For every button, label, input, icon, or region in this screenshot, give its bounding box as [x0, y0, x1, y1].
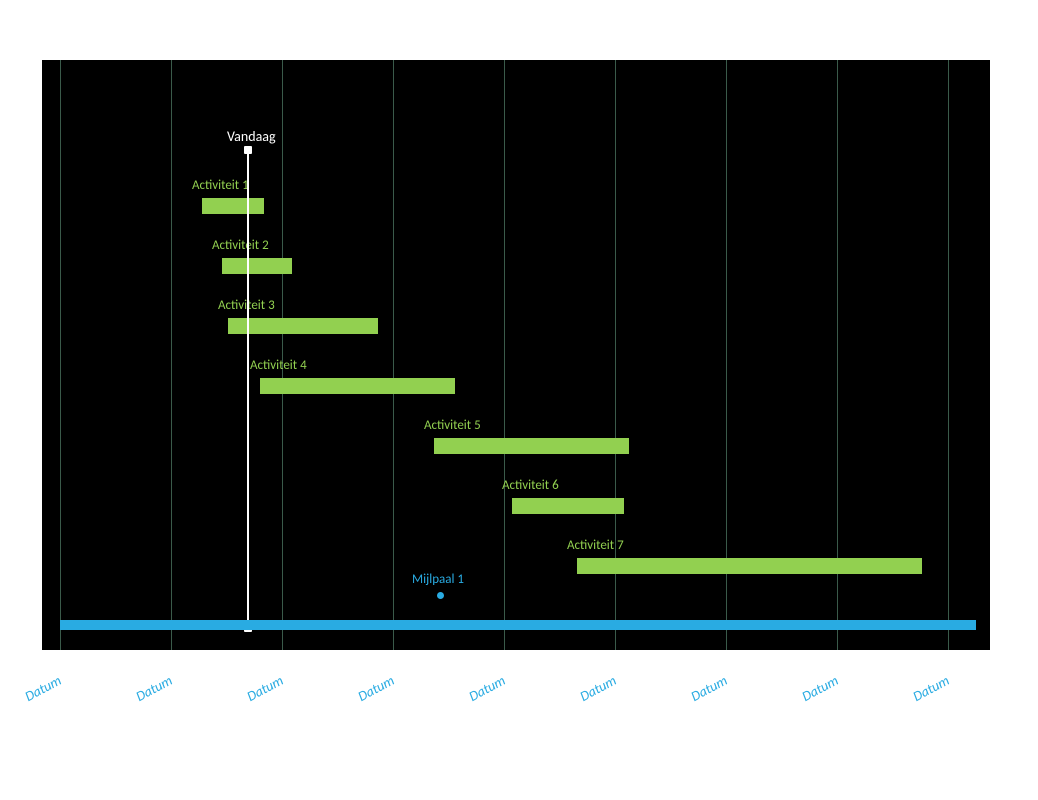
today-label: Vandaag	[227, 128, 276, 145]
xaxis-label: Datum	[466, 672, 508, 705]
milestone-dot	[437, 592, 444, 599]
xaxis-label: Datum	[577, 672, 619, 705]
gridline	[393, 60, 394, 650]
xaxis-label: Datum	[244, 672, 286, 705]
activity-bar	[228, 318, 378, 334]
gridline	[60, 60, 61, 650]
timeline-baseline	[60, 620, 976, 630]
gridline	[171, 60, 172, 650]
activity-bar	[512, 498, 624, 514]
activity-bar	[434, 438, 629, 454]
xaxis-label: Datum	[355, 672, 397, 705]
xaxis-label: Datum	[910, 672, 952, 705]
activity-label: Activiteit 6	[502, 478, 559, 493]
gridline	[282, 60, 283, 650]
activity-bar	[222, 258, 292, 274]
today-line-cap	[244, 146, 252, 154]
activity-label: Activiteit 7	[567, 538, 624, 553]
gridline	[948, 60, 949, 650]
gantt-chart: Vandaag Activiteit 1 Activiteit 2 Activitei…	[42, 60, 990, 650]
activity-label: Activiteit 5	[424, 418, 481, 433]
today-line	[247, 150, 249, 628]
activity-label: Activiteit 1	[192, 178, 249, 193]
activity-label: Activiteit 4	[250, 358, 307, 373]
gridline	[504, 60, 505, 650]
activity-bar	[577, 558, 922, 574]
xaxis-label: Datum	[799, 672, 841, 705]
page: Vandaag Activiteit 1 Activiteit 2 Activitei…	[0, 0, 1038, 800]
activity-label: Activiteit 2	[212, 238, 269, 253]
xaxis-label: Datum	[22, 672, 64, 705]
activity-bar	[260, 378, 455, 394]
xaxis-label: Datum	[133, 672, 175, 705]
xaxis-label: Datum	[688, 672, 730, 705]
activity-bar	[202, 198, 264, 214]
milestone-label: Mijlpaal 1	[412, 572, 464, 587]
